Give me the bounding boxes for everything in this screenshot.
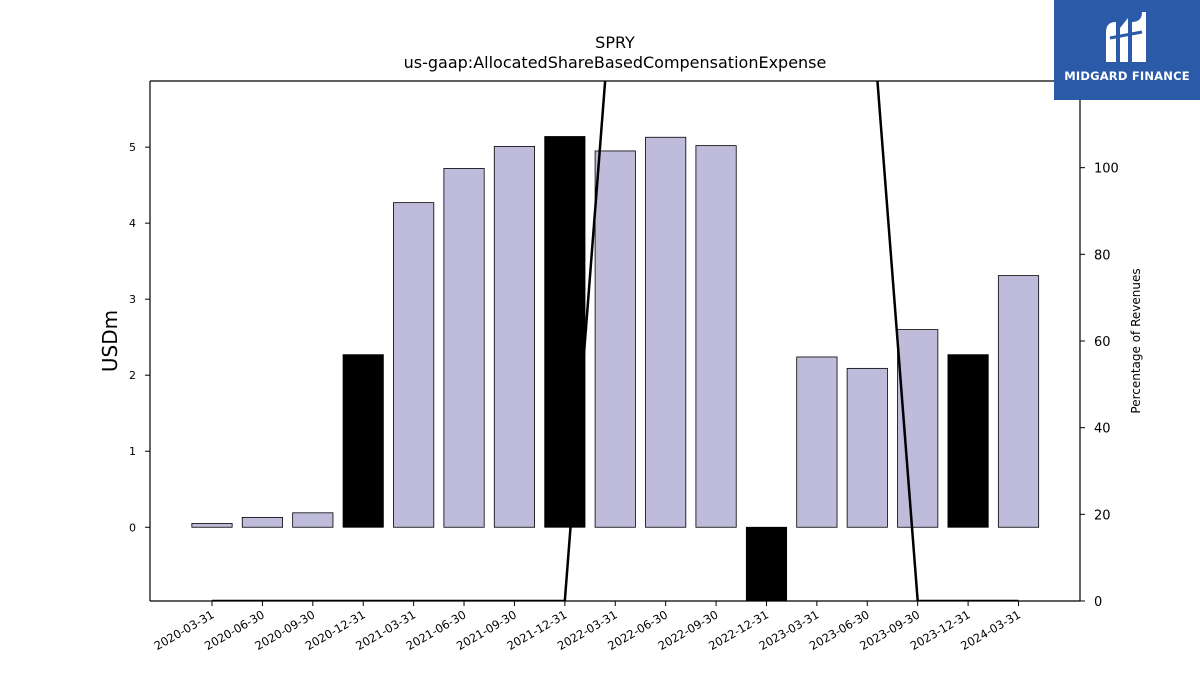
logo-text: MIDGARD FINANCE — [1064, 69, 1190, 83]
brand-logo: MIDGARD FINANCE — [1054, 0, 1200, 100]
bar-2021-12-31 — [544, 136, 586, 528]
y2-tick-label-0: 0 — [1094, 595, 1102, 610]
bar-2020-03-31 — [191, 523, 233, 528]
y-tick-label-3: 3 — [129, 293, 136, 306]
bar-2022-06-30 — [645, 136, 687, 528]
bar-2022-09-30 — [695, 145, 737, 528]
y2-tick-label-60: 60 — [1094, 335, 1111, 350]
bar-2021-09-30 — [493, 145, 536, 528]
y2-axis-label: Percentage of Revenues — [1129, 268, 1143, 413]
logo-mark-icon — [1106, 12, 1146, 62]
bar-2021-03-31 — [393, 202, 435, 528]
y-tick-label-2: 2 — [129, 369, 136, 382]
y-axis-label: USDm — [98, 310, 122, 372]
y2-tick-label-40: 40 — [1094, 422, 1111, 437]
bar-2023-12-31 — [947, 354, 989, 528]
y-tick-label-1: 1 — [129, 445, 136, 458]
y2-tick-label-80: 80 — [1094, 248, 1111, 263]
bar-2020-09-30 — [292, 512, 334, 528]
y-tick-label-5: 5 — [129, 141, 136, 154]
bar-2020-06-30 — [241, 516, 283, 528]
chart-title: SPRY — [595, 33, 635, 52]
bar-2021-06-30 — [443, 168, 485, 528]
bar-2022-03-31 — [594, 150, 636, 528]
chart-subtitle: us-gaap:AllocatedShareBasedCompensationE… — [404, 53, 827, 72]
bar-2023-03-31 — [796, 356, 838, 528]
bar-2022-12-31 — [745, 526, 788, 602]
bar-2023-06-30 — [846, 367, 888, 528]
y-tick-label-0: 0 — [129, 521, 136, 534]
y2-tick-label-100: 100 — [1094, 162, 1119, 177]
bar-2024-03-31 — [997, 275, 1040, 528]
bar-2020-12-31 — [342, 354, 384, 528]
y-tick-label-4: 4 — [129, 217, 136, 230]
pct-revenue-line — [212, 81, 1019, 601]
y2-tick-label-20: 20 — [1094, 508, 1111, 523]
